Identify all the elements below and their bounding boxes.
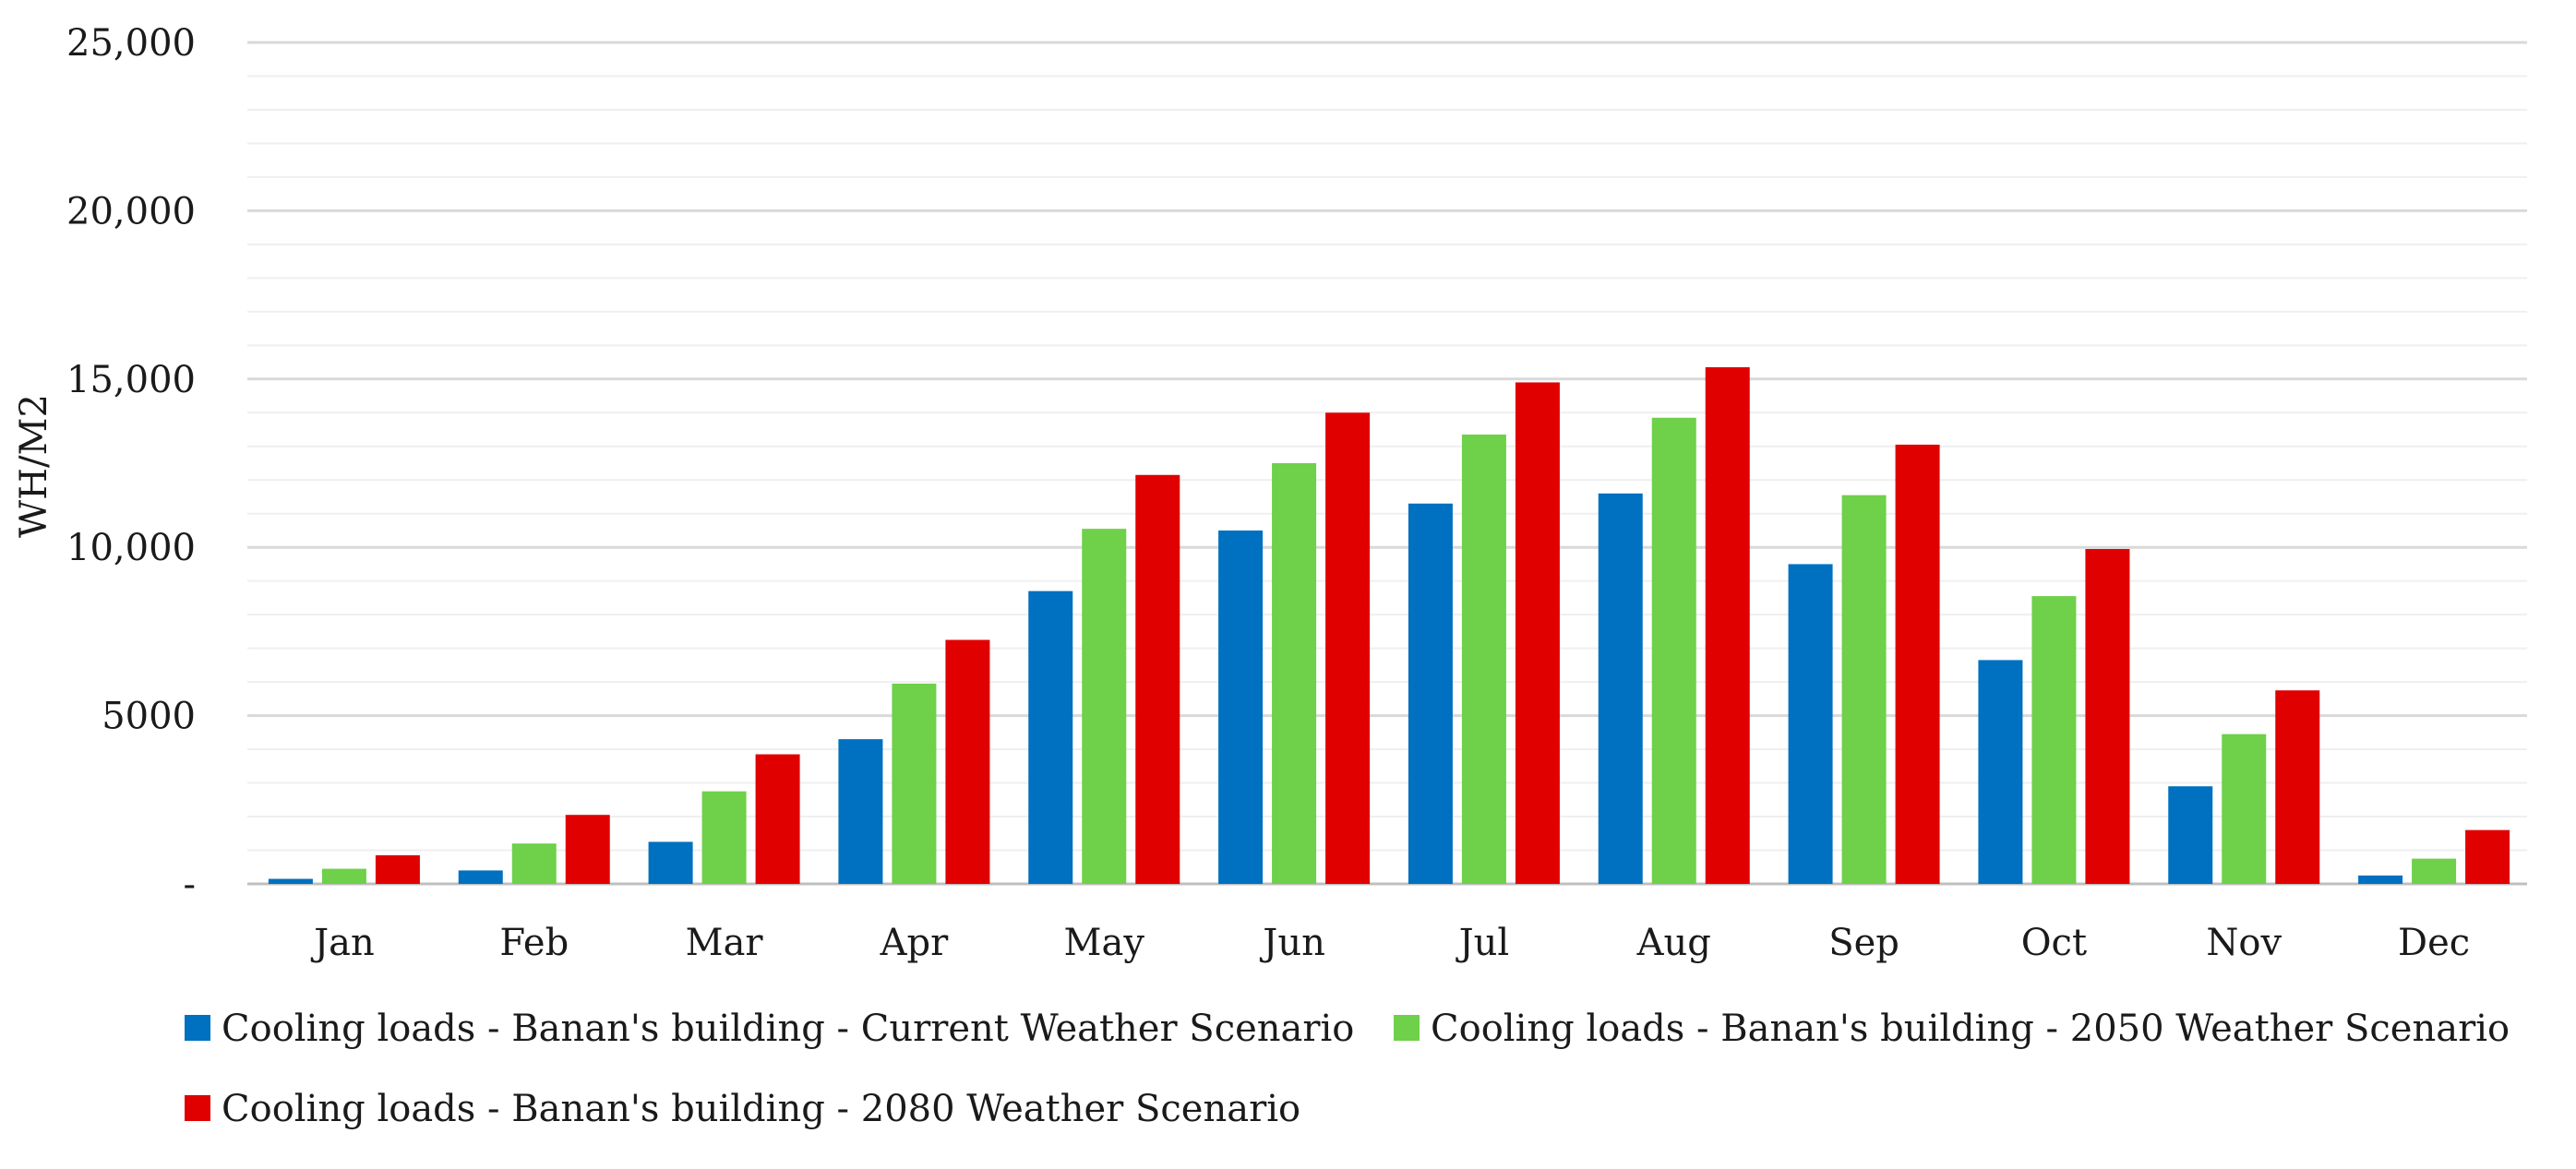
bar-may-series-1 (1028, 590, 1073, 884)
bar-jan-series-3 (375, 854, 420, 884)
bars (268, 367, 2510, 885)
bar-jun-series-3 (1325, 412, 1371, 884)
bar-dec-series-1 (2358, 875, 2403, 884)
bar-nov-series-2 (2222, 734, 2267, 884)
x-tick-label-jan: Jan (310, 922, 375, 964)
legend-item-2: Cooling loads - Banan's building - 2050 … (1394, 1008, 2510, 1050)
bar-dec-series-3 (2465, 829, 2510, 884)
bar-apr-series-2 (892, 683, 937, 884)
x-tick-label-sep: Sep (1828, 922, 1899, 964)
bar-may-series-2 (1082, 529, 1127, 884)
x-tick-label-dec: Dec (2398, 922, 2470, 964)
legend-label: Cooling loads - Banan's building - 2050 … (1431, 1008, 2510, 1050)
bar-nov-series-3 (2275, 690, 2320, 884)
bar-jun-series-1 (1218, 530, 1264, 884)
y-axis-title-group: WH/M2 (13, 394, 55, 538)
legend-swatch (185, 1095, 210, 1121)
x-tick-label-aug: Aug (1636, 922, 1711, 964)
bar-oct-series-1 (1978, 660, 2023, 884)
bar-aug-series-3 (1705, 367, 1750, 885)
x-tick-label-feb: Feb (499, 922, 569, 964)
bar-jul-series-3 (1515, 382, 1560, 884)
bar-jul-series-1 (1408, 503, 1453, 884)
y-tick-labels: - 5000 10,000 15,000 20,000 25,000 (66, 22, 196, 906)
y-tick-label: 25,000 (66, 22, 196, 65)
x-tick-labels: Jan Feb Mar Apr May Jun Jul Aug Sep Oct Nov Dec (310, 922, 2470, 964)
bar-jun-series-2 (1272, 463, 1317, 884)
bar-jul-series-2 (1461, 434, 1506, 884)
legend-label: Cooling loads - Banan's building - 2080 … (222, 1088, 1300, 1130)
bar-jan-series-2 (321, 868, 366, 884)
x-tick-label-jun: Jun (1259, 922, 1325, 964)
bar-aug-series-1 (1598, 493, 1643, 884)
bar-oct-series-2 (2031, 596, 2077, 884)
y-tick-label: 5000 (102, 696, 196, 738)
bar-sep-series-3 (1895, 444, 1940, 884)
x-tick-label-mar: Mar (686, 922, 764, 964)
bar-apr-series-1 (838, 739, 883, 884)
bar-sep-series-1 (1788, 564, 1833, 884)
y-tick-label: 15,000 (66, 359, 196, 401)
y-tick-label: - (183, 864, 196, 906)
x-tick-label-jul: Jul (1456, 922, 1510, 964)
bar-mar-series-2 (701, 791, 747, 884)
bar-nov-series-1 (2168, 786, 2213, 884)
bar-feb-series-3 (565, 815, 610, 884)
bar-oct-series-3 (2085, 549, 2130, 884)
legend-label: Cooling loads - Banan's building - Curre… (222, 1008, 1354, 1050)
bar-may-series-3 (1135, 474, 1180, 884)
bar-aug-series-2 (1651, 417, 1696, 884)
x-tick-label-may: May (1064, 922, 1145, 964)
gridlines (247, 41, 2527, 886)
legend: Cooling loads - Banan's building - Curre… (185, 1008, 2510, 1130)
bar-sep-series-2 (1841, 495, 1887, 884)
x-tick-label-apr: Apr (880, 922, 949, 964)
bar-dec-series-2 (2412, 858, 2457, 884)
legend-item-3: Cooling loads - Banan's building - 2080 … (185, 1088, 1300, 1130)
bar-mar-series-1 (648, 841, 693, 884)
y-tick-label: 20,000 (66, 190, 196, 233)
legend-swatch (1394, 1015, 1420, 1041)
bar-feb-series-2 (511, 843, 557, 884)
bar-apr-series-3 (945, 639, 990, 884)
bar-feb-series-1 (458, 870, 503, 884)
legend-item-1: Cooling loads - Banan's building - Curre… (185, 1008, 1354, 1050)
x-tick-label-nov: Nov (2206, 922, 2282, 964)
y-tick-label: 10,000 (66, 527, 196, 569)
y-axis-title: WH/M2 (13, 394, 55, 538)
bar-jan-series-1 (268, 878, 313, 884)
x-tick-label-oct: Oct (2021, 922, 2087, 964)
bar-mar-series-3 (755, 754, 800, 884)
legend-swatch (185, 1015, 210, 1041)
